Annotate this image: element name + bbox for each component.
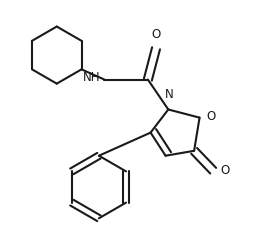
Text: O: O	[220, 164, 229, 177]
Text: O: O	[206, 110, 216, 123]
Text: N: N	[165, 88, 174, 101]
Text: NH: NH	[83, 71, 100, 84]
Text: O: O	[152, 29, 161, 41]
